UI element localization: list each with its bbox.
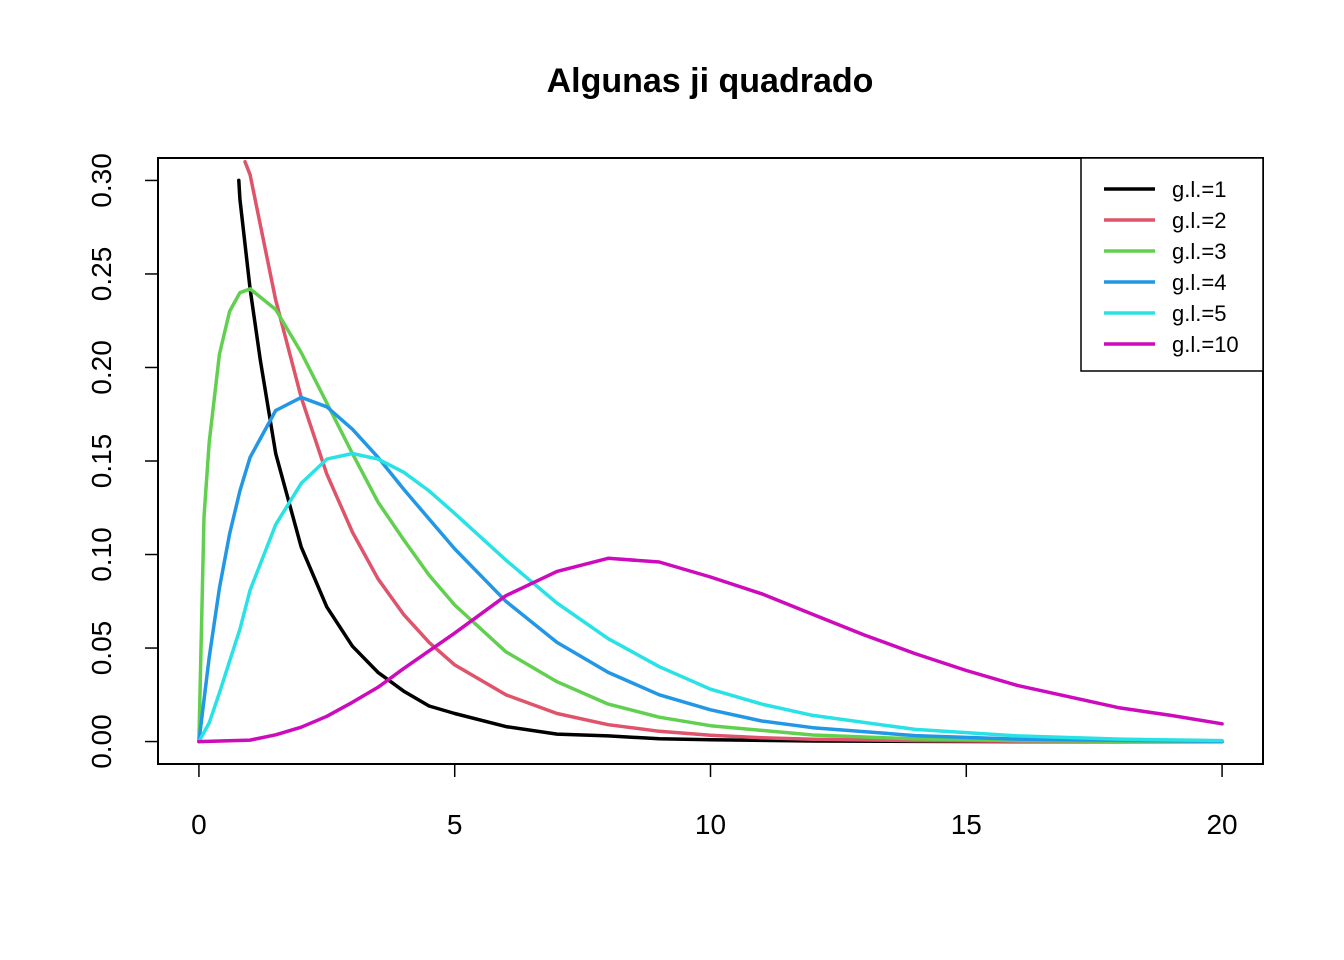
legend-label: g.l.=1 xyxy=(1172,177,1226,202)
y-tick-label: 0.05 xyxy=(86,621,117,676)
series-line-1 xyxy=(237,178,1224,744)
chart-title: Algunas ji quadrado xyxy=(547,62,874,100)
legend-label: g.l.=10 xyxy=(1172,332,1239,357)
x-tick-label: 20 xyxy=(1206,809,1237,840)
series-line-6 xyxy=(197,556,1224,744)
x-tick-label: 15 xyxy=(951,809,982,840)
series-line-3 xyxy=(197,287,1224,744)
y-tick-label: 0.10 xyxy=(86,527,117,582)
series-line-2 xyxy=(243,159,1224,744)
y-tick-label: 0.00 xyxy=(86,714,117,769)
y-tick-label: 0.30 xyxy=(86,153,117,208)
series-lines xyxy=(197,159,1224,744)
y-tick-label: 0.15 xyxy=(86,434,117,489)
legend: g.l.=1 g.l.=2 g.l.=3 g.l.=4 g.l.=5 g.l.=10 xyxy=(1080,157,1264,372)
legend-label: g.l.=3 xyxy=(1172,239,1226,264)
x-tick-label: 10 xyxy=(695,809,726,840)
x-tick-label: 5 xyxy=(447,809,463,840)
y-axis: 0.00 0.05 0.10 0.15 0.20 0.25 0.30 xyxy=(86,153,159,769)
x-axis: 0 5 10 15 20 xyxy=(191,763,1238,840)
y-tick-label: 0.20 xyxy=(86,340,117,395)
legend-box xyxy=(1080,157,1264,372)
series-line-5 xyxy=(197,451,1224,744)
legend-label: g.l.=5 xyxy=(1172,301,1226,326)
y-tick-label: 0.25 xyxy=(86,247,117,302)
x-tick-label: 0 xyxy=(191,809,207,840)
legend-label: g.l.=4 xyxy=(1172,270,1226,295)
series-line-4 xyxy=(197,395,1224,744)
legend-items: g.l.=1 g.l.=2 g.l.=3 g.l.=4 g.l.=5 g.l.=10 xyxy=(1104,177,1239,357)
legend-label: g.l.=2 xyxy=(1172,208,1226,233)
